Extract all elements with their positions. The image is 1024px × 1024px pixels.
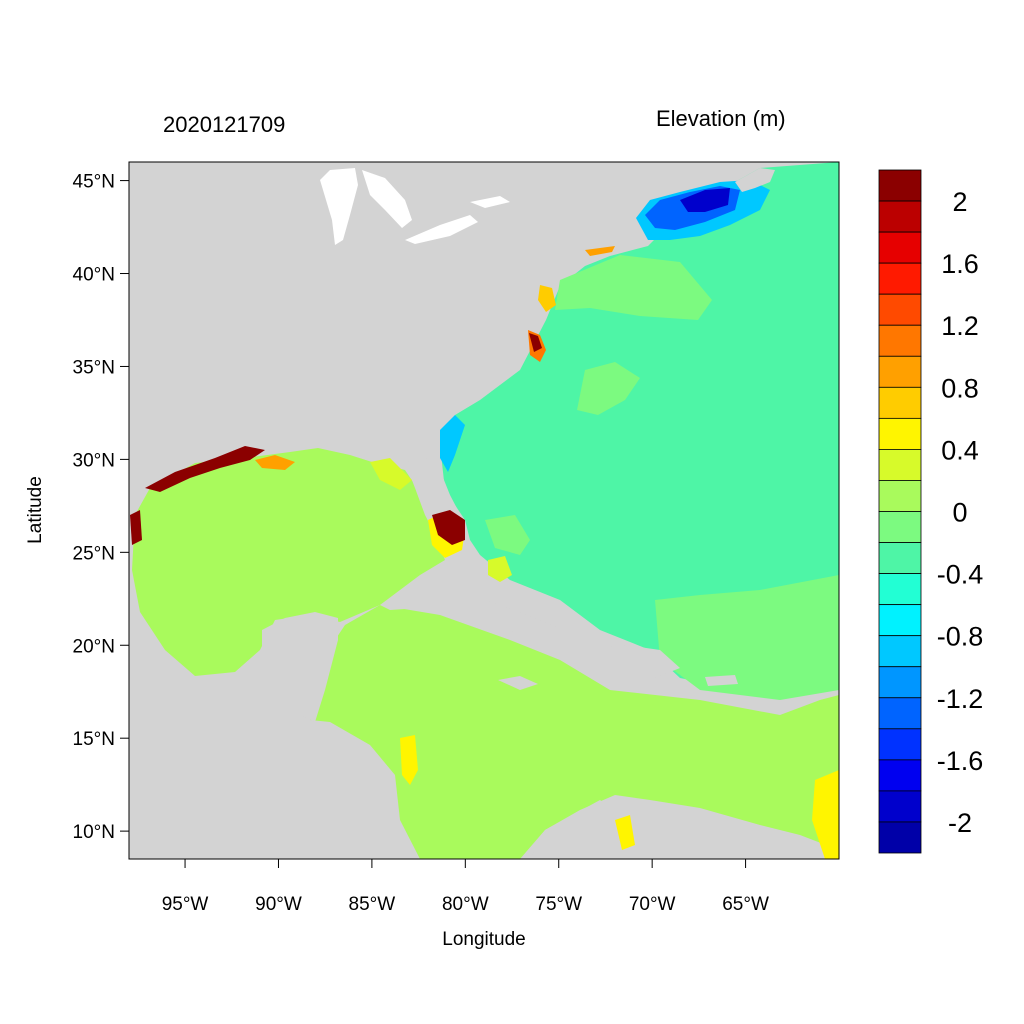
colorbar-label: -0.4 — [937, 560, 984, 590]
colorbar-label: 0.4 — [941, 435, 979, 465]
great-lake-michigan — [320, 168, 358, 245]
colorbar-swatch — [878, 417, 922, 450]
colorbar-swatch — [878, 480, 922, 512]
south-florida-surge-red — [432, 510, 465, 545]
gulf-of-mexico-region — [132, 448, 445, 676]
colorbar-swatch — [878, 231, 922, 264]
lat-tick-label: 40°N — [73, 265, 115, 286]
colorbar-swatch — [878, 759, 922, 792]
lat-tick-label: 15°N — [73, 729, 115, 750]
colorbar-swatch — [878, 262, 922, 295]
colorbar-label: -2 — [948, 808, 972, 838]
colorbar-swatch — [878, 200, 922, 233]
colorbar-swatch — [878, 542, 922, 574]
colorbar-swatch — [878, 511, 922, 543]
yucatan-peninsula — [262, 612, 338, 722]
lon-tick-label: 90°W — [255, 894, 302, 915]
y-axis-title: Latitude — [25, 476, 46, 544]
chesapeake-surge — [538, 285, 556, 312]
venezuela-coast-surge — [615, 815, 635, 850]
shelf-zone-east — [655, 575, 839, 700]
shelf-zone-central — [577, 362, 640, 415]
bahamas-bank-yellow — [488, 556, 512, 582]
colorbar-swatch — [878, 293, 922, 326]
colorbar-swatch — [878, 604, 922, 637]
longitude-ticks: 95°W 90°W 85°W 80°W 75°W 70°W 65°W — [162, 859, 769, 915]
atlantic-ocean-region — [440, 162, 839, 690]
great-lake-huron — [362, 170, 412, 228]
lat-tick-label: 35°N — [73, 357, 115, 378]
south-america-coast — [530, 795, 839, 859]
jamaica-landmass — [498, 676, 538, 690]
louisiana-surge-orange — [255, 455, 295, 470]
lesser-antilles-surge — [812, 770, 839, 859]
colorbar-swatch — [878, 635, 922, 668]
lat-tick-label: 45°N — [73, 172, 115, 193]
lat-tick-label: 20°N — [73, 636, 115, 657]
lon-tick-label: 70°W — [629, 894, 676, 915]
puerto-rico-landmass — [705, 675, 738, 686]
colorbar-swatch — [878, 449, 922, 481]
cuba-landmass — [380, 590, 570, 645]
florida-panhandle-surge — [370, 458, 412, 490]
lat-tick-label: 30°N — [73, 450, 115, 471]
colorbar-label: 2 — [952, 187, 967, 217]
gulf-of-maine-depression-inner — [680, 188, 730, 212]
shelf-zone-northeast — [555, 255, 712, 320]
timestamp-title: 2020121709 — [163, 112, 286, 137]
colorbar-labels: 2 1.6 1.2 0.8 0.4 0 -0.4 -0.8 -1.2 -1.6 -2 — [937, 187, 984, 838]
colorbar-swatch — [878, 355, 922, 388]
hispaniola-landmass — [588, 645, 680, 678]
texas-coast-surge — [130, 510, 142, 545]
lat-tick-label: 10°N — [73, 822, 115, 843]
colorbar-label: -1.2 — [937, 684, 984, 714]
variable-title: Elevation (m) — [656, 106, 786, 131]
lat-tick-label: 25°N — [73, 543, 115, 564]
colorbar-swatch — [878, 697, 922, 730]
map-plot-area — [129, 162, 839, 859]
colorbar-swatch — [878, 573, 922, 606]
colorbar-swatch — [878, 666, 922, 699]
long-island-surge — [585, 246, 615, 256]
southeast-coast-depression — [440, 415, 465, 472]
colorbar-label: 1.6 — [941, 249, 979, 279]
colorbar-swatch — [878, 386, 922, 419]
colorbar-label: -0.8 — [937, 622, 984, 652]
great-lake-ontario — [470, 196, 510, 208]
lon-tick-label: 95°W — [162, 894, 209, 915]
pamlico-surge-red — [529, 333, 542, 352]
map-frame — [128, 161, 840, 860]
colorbar-swatch — [878, 821, 922, 854]
honduras-coast-surge — [400, 735, 418, 785]
lon-tick-label: 65°W — [722, 894, 769, 915]
colorbar-swatch — [878, 790, 922, 823]
lon-tick-label: 80°W — [442, 894, 489, 915]
colorbar-swatch — [878, 169, 922, 202]
louisiana-surge-red — [145, 446, 265, 492]
colorbar-label: 1.2 — [941, 311, 979, 341]
nova-scotia-landmass — [735, 168, 775, 192]
colorbar-swatch — [878, 324, 922, 357]
caribbean-sea-region — [310, 605, 839, 859]
colorbar — [878, 169, 922, 854]
colorbar-label: 0.8 — [941, 373, 979, 403]
bahamas-bank-light — [485, 515, 530, 555]
colorbar-swatch — [878, 728, 922, 761]
latitude-ticks: 45°N 40°N 35°N 30°N 25°N 20°N 15°N 10°N — [73, 172, 129, 843]
great-lake-erie — [405, 215, 478, 244]
lon-tick-label: 75°W — [535, 894, 582, 915]
colorbar-label: 0 — [952, 498, 967, 528]
lon-tick-label: 85°W — [349, 894, 396, 915]
colorbar-label: -1.6 — [937, 746, 984, 776]
x-axis-title: Longitude — [442, 929, 525, 950]
